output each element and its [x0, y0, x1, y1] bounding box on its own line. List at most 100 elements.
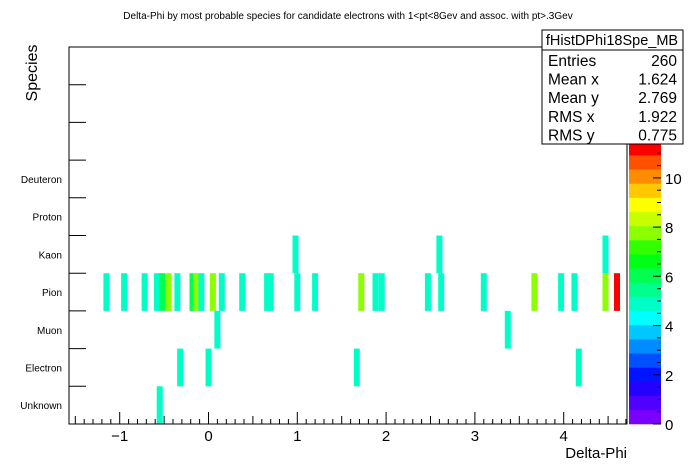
heatmap-cell	[312, 273, 319, 311]
y-category-label: Kaon	[39, 250, 62, 261]
palette-swatch	[629, 282, 661, 297]
palette-tick-label: 6	[665, 269, 673, 286]
palette-swatch	[629, 367, 661, 382]
palette-tick-label: 8	[665, 220, 673, 237]
stats-label: Mean x	[548, 72, 599, 89]
heatmap-cell	[358, 273, 365, 311]
palette-swatch	[629, 197, 661, 213]
heatmap-cell	[165, 273, 172, 311]
palette-swatch	[629, 169, 661, 184]
heatmap-cell	[614, 273, 620, 311]
y-category-label: Unknown	[20, 401, 62, 412]
heatmap-cell	[141, 273, 148, 311]
heatmap-cell	[378, 273, 385, 311]
x-tick-label: −1	[111, 428, 128, 445]
palette-tick-label: 0	[665, 417, 673, 434]
heatmap-cell	[531, 273, 538, 311]
heatmap-cell	[218, 273, 225, 311]
stats-rows: Entries 260 Mean x 1.624 Mean y 2.769 RMS x 1.9…	[548, 53, 677, 144]
heatmap-cell	[602, 273, 609, 311]
stats-label: RMS y	[548, 127, 595, 144]
palette-tick-label: 4	[665, 319, 673, 336]
stats-value: 1.624	[638, 72, 677, 89]
x-tick-label: 1	[293, 428, 301, 445]
heatmap-cell	[372, 273, 379, 311]
y-category-label: Proton	[33, 213, 62, 224]
y-category-label: Pion	[42, 288, 62, 299]
stats-value: 0.775	[638, 127, 677, 144]
palette-swatch	[629, 211, 661, 227]
color-palette: 0 2 4 6 8 10	[629, 141, 682, 434]
heatmap-cell	[558, 273, 565, 311]
heatmap-cell	[156, 386, 163, 424]
heatmap-cell	[239, 273, 246, 311]
heatmap-cell	[189, 273, 196, 311]
chart-title: Delta-Phi by most probable species for c…	[123, 11, 572, 22]
palette-swatch	[629, 254, 661, 269]
palette-swatch	[629, 240, 661, 255]
y-category-label: Electron	[25, 363, 62, 374]
heatmap-cell	[198, 273, 205, 311]
heatmap-cell	[424, 273, 431, 311]
x-axis-label: Delta-Phi	[565, 445, 627, 462]
x-tick-label: 0	[204, 428, 212, 445]
heatmap-cell	[480, 273, 487, 311]
heatmap-cell	[103, 273, 110, 311]
stats-label: Mean y	[548, 90, 599, 107]
stats-value: 1.922	[638, 109, 677, 126]
heatmap-cell	[267, 273, 274, 311]
palette-swatch	[629, 310, 661, 326]
heatmap-cell	[159, 273, 166, 311]
heatmap-cell	[575, 348, 582, 387]
heatmap-cell	[174, 273, 181, 311]
heatmap-cell	[154, 273, 160, 311]
palette-swatch	[629, 141, 661, 156]
palette-tick-label: 10	[665, 171, 682, 188]
palette-swatch	[629, 395, 661, 411]
heatmap-cell	[504, 310, 511, 349]
y-category-labels: Unknown Electron Muon Pion Kaon Proton Deutero…	[20, 84, 86, 425]
y-axis-label: Species	[24, 45, 41, 102]
heatmap-cell	[209, 273, 216, 311]
heatmap-cell	[292, 235, 299, 274]
stats-value: 260	[651, 53, 677, 70]
palette-swatch	[629, 268, 661, 283]
palette-swatch	[629, 225, 661, 241]
heatmap-cell	[353, 348, 360, 387]
heatmap-cell	[214, 310, 221, 349]
palette-swatch	[629, 155, 661, 170]
palette-tick-label: 2	[665, 368, 673, 385]
y-category-label: Deuteron	[21, 175, 62, 186]
heatmap-cell	[193, 273, 200, 311]
x-tick-label: 3	[471, 428, 479, 445]
palette-swatch	[629, 409, 661, 425]
palette-swatch	[629, 381, 661, 396]
heatmap-cell	[121, 273, 128, 311]
heatmap-cell	[294, 273, 301, 311]
palette-swatch	[629, 324, 661, 340]
heatmap-cell	[602, 235, 609, 274]
x-tick-label: 2	[382, 428, 390, 445]
heatmap-cell	[177, 348, 184, 387]
palette-swatch	[629, 353, 661, 368]
heatmap-cell	[205, 348, 212, 387]
stats-box-frame	[541, 29, 684, 145]
x-axis-ticks: −1 0 1 2 3 4	[74, 412, 627, 445]
y-category-label: Muon	[37, 326, 62, 337]
plot-frame	[68, 46, 628, 425]
stats-label: Entries	[548, 53, 596, 70]
stats-label: RMS x	[548, 109, 595, 126]
stats-value: 2.769	[638, 90, 677, 107]
x-tick-label: 4	[560, 428, 568, 445]
palette-swatch	[629, 183, 661, 198]
heatmap-cell	[438, 273, 445, 311]
heatmap-cell	[264, 273, 271, 311]
stats-box-title: fHistDPhi18Spe_MB	[546, 33, 678, 49]
palette-swatch	[629, 339, 661, 354]
palette-swatch	[629, 296, 661, 312]
heatmap-cells	[103, 235, 620, 424]
heatmap-cell	[436, 235, 443, 274]
heatmap-cell	[571, 273, 578, 311]
stats-box: fHistDPhi18Spe_MB Entries 260 Mean x 1.624 M…	[541, 29, 684, 145]
